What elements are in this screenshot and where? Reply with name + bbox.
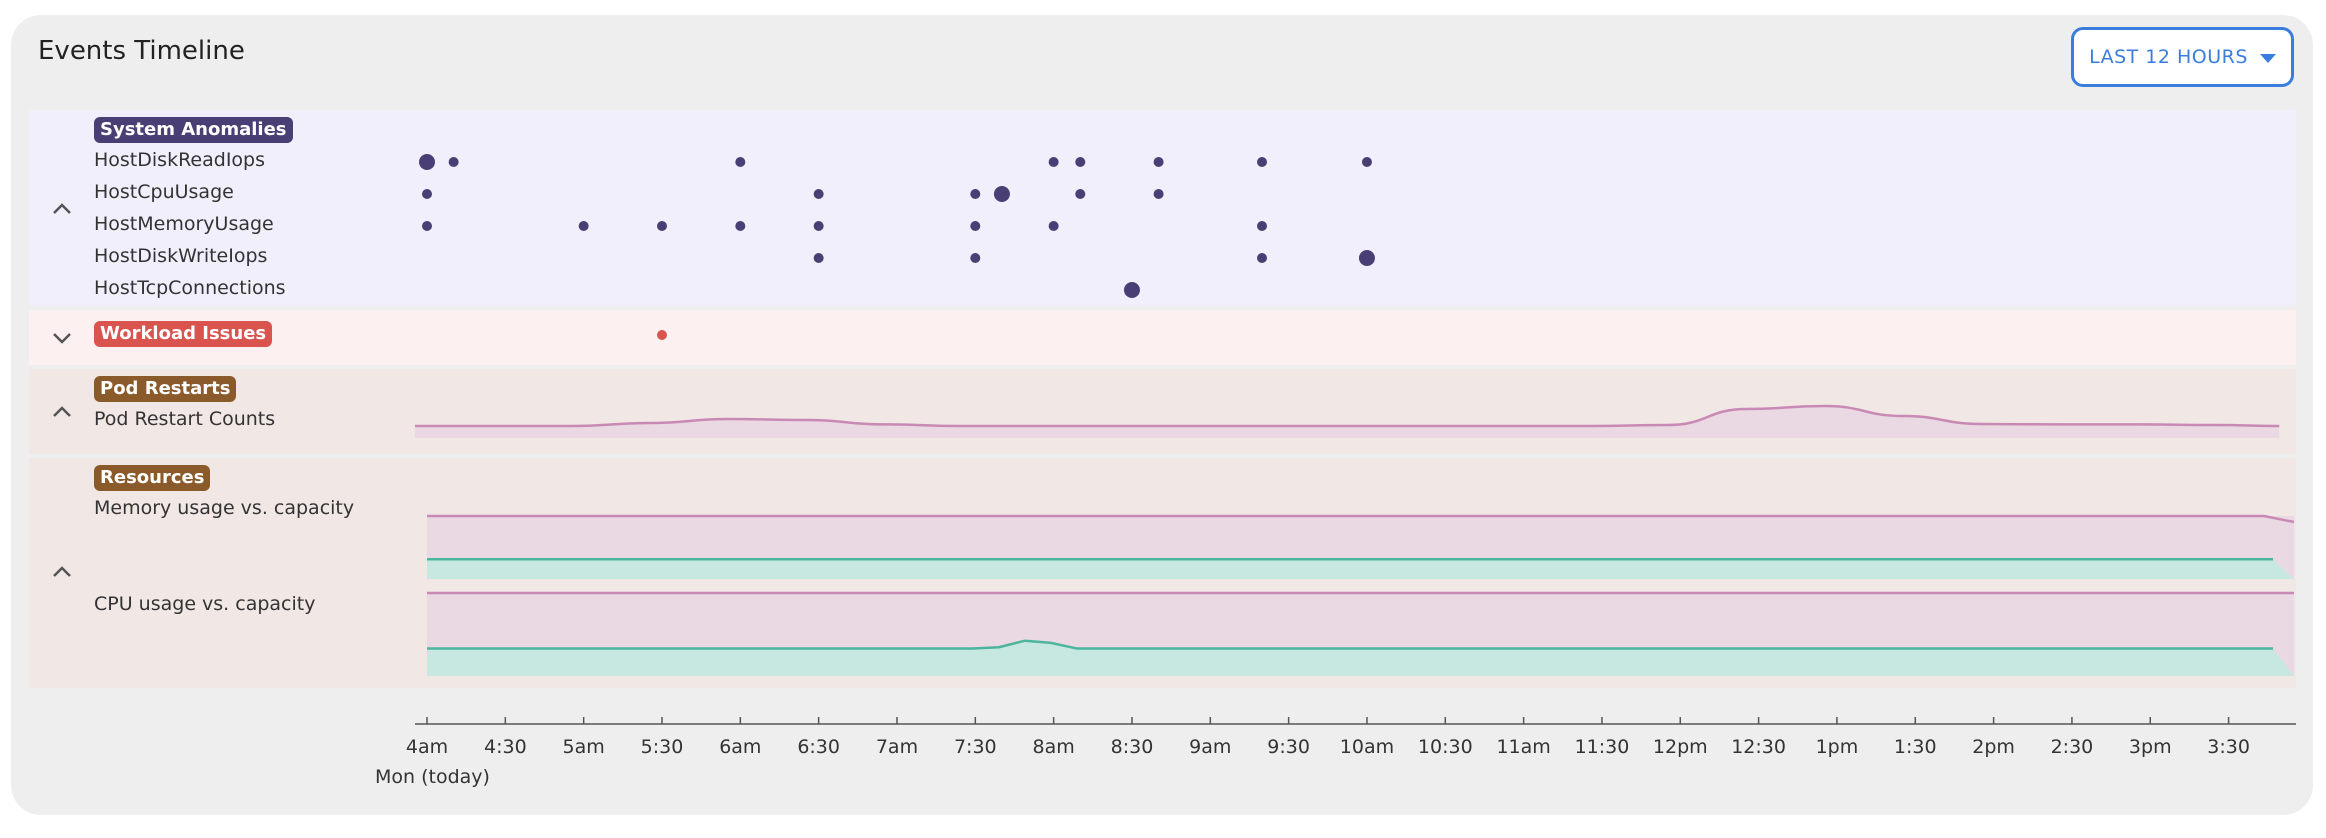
anomaly-event-dot xyxy=(1153,189,1164,199)
date-label: Mon (today) xyxy=(375,766,490,788)
row-label-host-memory-usage: HostMemoryUsage xyxy=(94,213,274,235)
time-range-label: LAST 12 HOURS xyxy=(2089,46,2248,68)
chevron-down-icon xyxy=(2259,54,2276,63)
workload-issues-badge: Workload Issues xyxy=(94,321,273,347)
x-tick-label: 7:30 xyxy=(954,736,997,758)
chevron-down-icon xyxy=(53,333,71,344)
expand-workload-toggle[interactable] xyxy=(50,326,74,350)
anomaly-event-dot xyxy=(1048,221,1059,231)
x-tick-label: 11:30 xyxy=(1575,736,1630,758)
anomaly-event-dot xyxy=(656,221,667,231)
system-anomalies-band xyxy=(29,110,2296,306)
page-title: Events Timeline xyxy=(38,36,245,66)
x-tick-label: 5am xyxy=(563,736,605,758)
anomaly-event-dot xyxy=(813,221,824,231)
x-tick-label: 11am xyxy=(1496,736,1550,758)
anomaly-event-dot xyxy=(813,189,824,199)
memory-capacity-line xyxy=(427,514,2295,524)
pod-restarts-badge: Pod Restarts xyxy=(94,376,237,402)
anomaly-event-dot xyxy=(1358,250,1375,266)
anomaly-event-dot xyxy=(1153,157,1164,167)
x-tick-label: 8:30 xyxy=(1111,736,1154,758)
x-tick-label: 4am xyxy=(406,736,448,758)
collapse-resources-toggle[interactable] xyxy=(50,560,74,584)
workload-issues-band xyxy=(29,310,2296,365)
x-tick-label: 4:30 xyxy=(484,736,527,758)
x-tick-label: 12pm xyxy=(1653,736,1708,758)
anomaly-event-dot xyxy=(578,221,589,231)
x-tick-label: 2:30 xyxy=(2051,736,2094,758)
row-label-pod-restart-counts: Pod Restart Counts xyxy=(94,408,276,430)
collapse-anomalies-toggle[interactable] xyxy=(50,197,74,221)
anomaly-event-dot xyxy=(1048,157,1059,167)
anomaly-event-dot xyxy=(970,221,981,231)
cpu-usage-line xyxy=(427,639,2273,650)
anomaly-event-dot xyxy=(1123,282,1140,298)
anomaly-event-dot xyxy=(1256,253,1267,263)
chevron-up-icon xyxy=(53,203,71,214)
x-tick-label: 3pm xyxy=(2129,736,2172,758)
x-tick-label: 1:30 xyxy=(1894,736,1937,758)
anomaly-event-dot xyxy=(993,186,1010,202)
x-tick-label: 1pm xyxy=(1816,736,1859,758)
row-label-host-tcp-connections: HostTcpConnections xyxy=(94,277,286,299)
anomaly-event-dot xyxy=(422,189,432,199)
pod-restart-area xyxy=(415,406,2280,438)
collapse-restarts-toggle[interactable] xyxy=(50,400,74,424)
x-tick-label: 3:30 xyxy=(2207,736,2250,758)
x-tick-label: 7am xyxy=(876,736,918,758)
chevron-up-icon xyxy=(53,406,71,417)
anomaly-event-dot xyxy=(970,253,981,263)
x-tick-label: 10:30 xyxy=(1418,736,1473,758)
row-label-cpu-usage: CPU usage vs. capacity xyxy=(94,593,316,615)
time-range-dropdown[interactable]: LAST 12 HOURS xyxy=(2071,27,2294,87)
anomaly-event-dot xyxy=(813,253,824,263)
x-tick-label: 5:30 xyxy=(641,736,684,758)
resources-badge: Resources xyxy=(94,465,211,491)
anomaly-event-dot xyxy=(1361,157,1372,167)
x-tick-label: 9:30 xyxy=(1267,736,1310,758)
anomaly-event-dot xyxy=(735,157,746,167)
pod-restarts-band xyxy=(29,369,2296,454)
anomaly-event-dot xyxy=(419,154,435,170)
anomaly-event-dot xyxy=(448,157,459,167)
system-anomalies-badge: System Anomalies xyxy=(94,117,293,143)
row-label-host-disk-write-iops: HostDiskWriteIops xyxy=(94,245,268,267)
row-label-host-disk-read-iops: HostDiskReadIops xyxy=(94,149,265,171)
anomaly-event-dot xyxy=(1256,157,1267,167)
anomaly-event-dot xyxy=(422,221,432,231)
row-label-memory-usage: Memory usage vs. capacity xyxy=(94,497,355,519)
x-tick-label: 12:30 xyxy=(1731,736,1786,758)
anomaly-event-dot xyxy=(735,221,746,231)
chevron-up-icon xyxy=(53,566,71,577)
anomaly-event-dot xyxy=(970,189,981,199)
memory-usage-area xyxy=(427,559,2294,579)
workload-event-dot xyxy=(656,330,667,340)
x-tick-label: 2pm xyxy=(1972,736,2015,758)
anomaly-event-dot xyxy=(1075,157,1086,167)
x-tick-label: 10am xyxy=(1340,736,1394,758)
x-tick-label: 9am xyxy=(1189,736,1231,758)
row-label-host-cpu-usage: HostCpuUsage xyxy=(94,181,234,203)
x-tick-label: 6:30 xyxy=(797,736,840,758)
anomaly-event-dot xyxy=(1075,189,1086,199)
anomaly-event-dot xyxy=(1256,221,1267,231)
x-tick-label: 6am xyxy=(719,736,761,758)
pod-restart-line xyxy=(415,404,2280,428)
x-tick-label: 8am xyxy=(1033,736,1075,758)
